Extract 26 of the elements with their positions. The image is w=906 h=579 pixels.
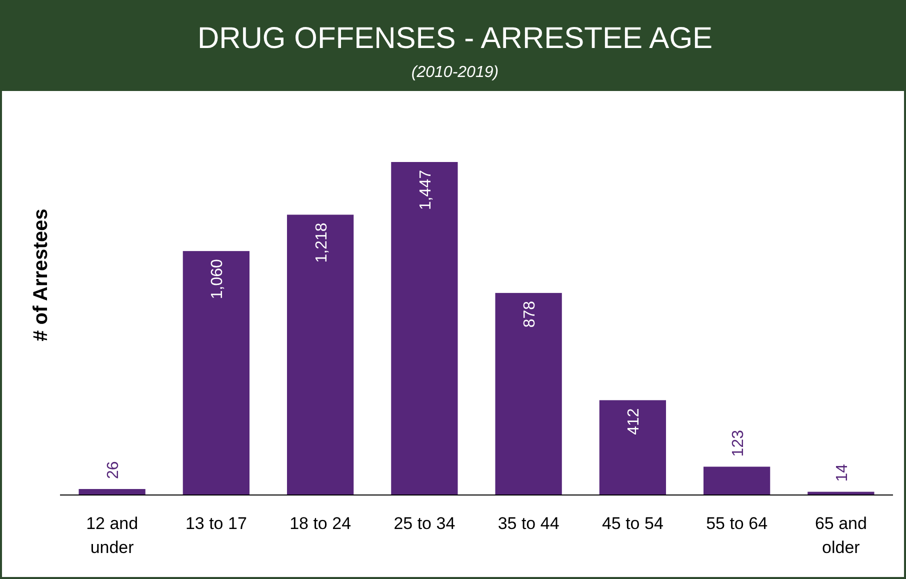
- x-tick-label: 12 and under: [86, 514, 138, 557]
- data-label: 123: [730, 430, 747, 457]
- data-label: 1,447: [417, 170, 434, 210]
- bar: [78, 489, 146, 495]
- data-label: 14: [834, 464, 851, 482]
- x-tick-label: 18 to 24: [290, 514, 352, 533]
- y-axis-title: # of Arrestees: [30, 208, 52, 342]
- bar: [286, 214, 354, 495]
- bar: [703, 466, 770, 495]
- x-tick-label: 25 to 34: [394, 514, 456, 533]
- bar: [182, 251, 250, 495]
- x-tick-label: 13 to 17: [185, 514, 247, 533]
- chart-title: DRUG OFFENSES - ARRESTEE AGE: [197, 22, 713, 55]
- data-label: 1,218: [313, 222, 330, 263]
- bar: [599, 400, 666, 495]
- bar: [391, 162, 458, 495]
- data-label: 878: [522, 300, 539, 328]
- data-label: 26: [105, 461, 122, 480]
- bar: [495, 292, 562, 495]
- data-label: 412: [626, 408, 643, 435]
- x-tick-label: 45 to 54: [602, 514, 664, 533]
- x-tick-label: 65 and older: [814, 514, 867, 557]
- x-tick-label: 55 to 64: [706, 514, 768, 533]
- x-tick-label: 35 to 44: [498, 514, 560, 533]
- chart-subtitle: (2010-2019): [411, 64, 499, 81]
- data-label: 1,060: [209, 258, 226, 300]
